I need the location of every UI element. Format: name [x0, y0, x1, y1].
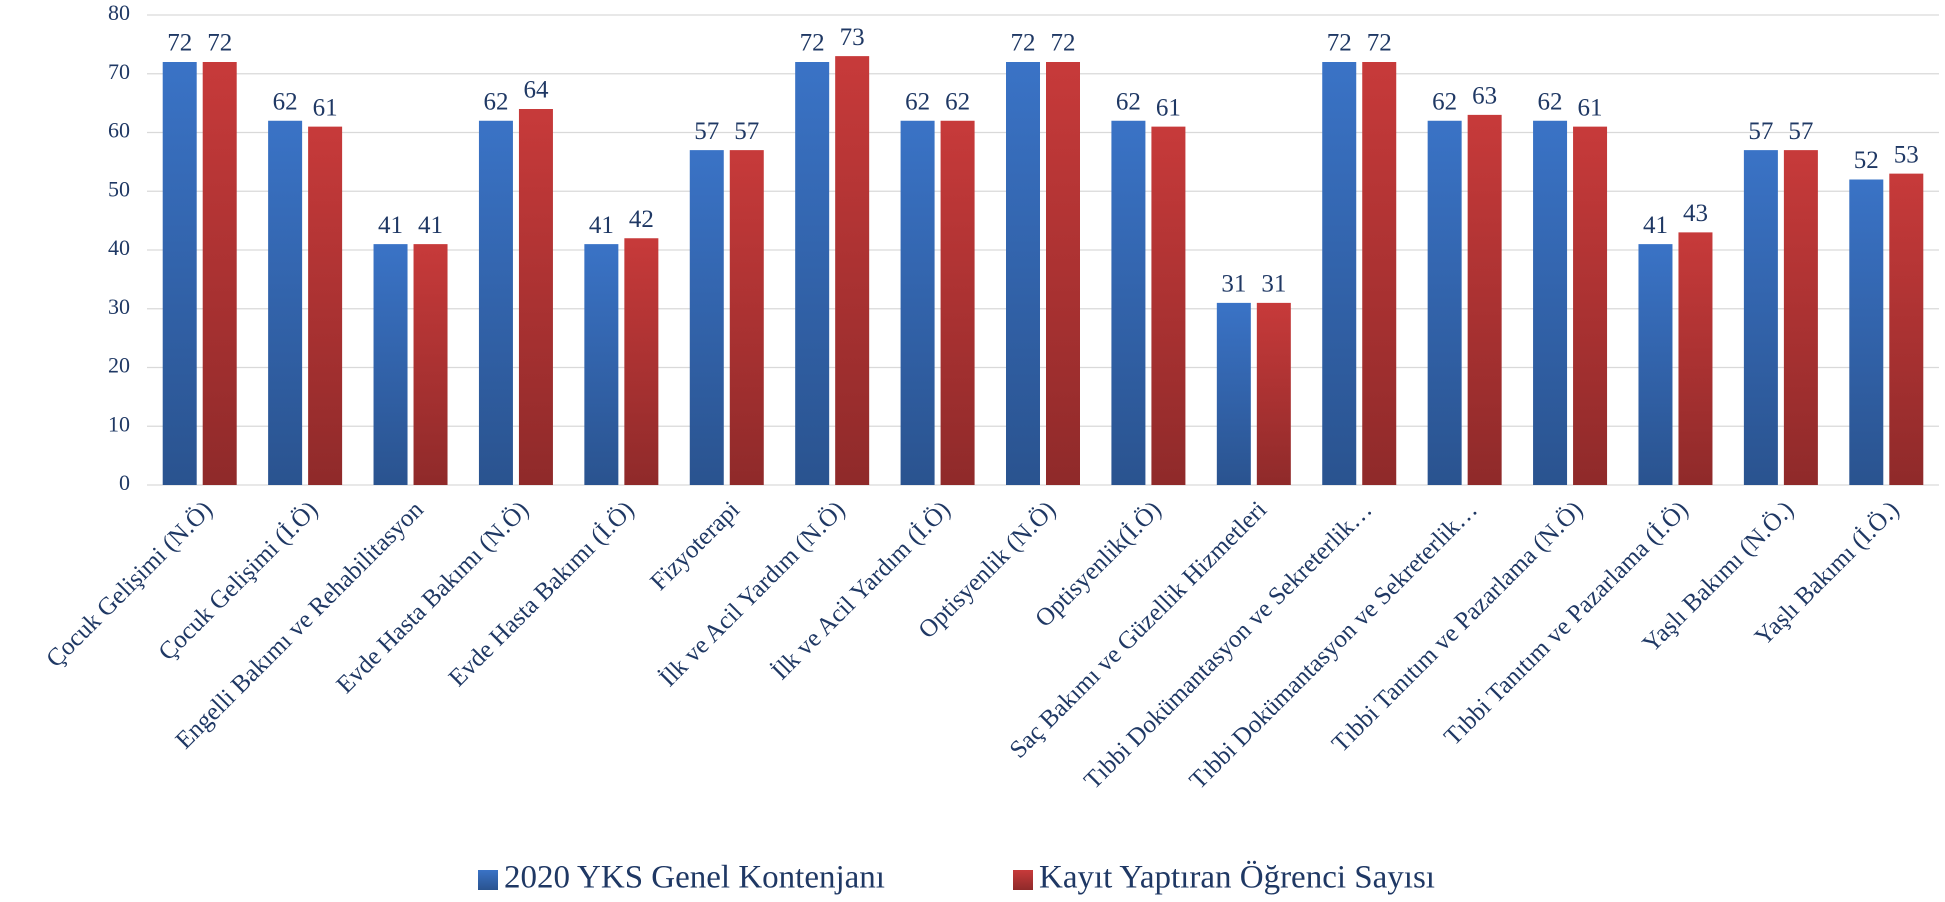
y-tick-label: 50 — [108, 176, 130, 201]
bar — [162, 62, 197, 485]
x-tick-label: Evde Hasta Bakımı (İ.Ö) — [444, 496, 640, 692]
x-tick-label: İlk ve Acil Yardım (N.Ö) — [655, 496, 851, 692]
bar — [1216, 302, 1251, 485]
bar — [1111, 120, 1146, 485]
legend-label: Kayıt Yaptıran Öğrenci Sayısı — [1039, 860, 1435, 896]
y-tick-label: 0 — [119, 470, 130, 495]
bar — [1046, 62, 1080, 485]
value-label: 62 — [905, 88, 930, 115]
value-label: 61 — [1578, 94, 1603, 121]
bar — [689, 150, 724, 485]
bar — [940, 120, 975, 485]
value-label: 72 — [1051, 30, 1076, 57]
value-label: 57 — [1748, 118, 1773, 145]
value-label: 52 — [1854, 147, 1879, 174]
bar — [268, 120, 303, 485]
bar — [1678, 232, 1713, 485]
bar — [413, 244, 448, 485]
bar — [584, 244, 619, 485]
value-label: 64 — [523, 77, 549, 104]
value-label: 41 — [1643, 212, 1668, 239]
y-tick-label: 10 — [108, 411, 130, 436]
legend-swatch — [1013, 870, 1033, 890]
value-label: 62 — [945, 88, 970, 115]
value-label: 57 — [694, 118, 719, 145]
bar — [1743, 150, 1778, 485]
value-label: 43 — [1683, 200, 1708, 227]
bar — [795, 62, 830, 485]
value-label: 41 — [589, 212, 614, 239]
bar — [202, 62, 237, 485]
value-label: 73 — [840, 24, 865, 51]
bar — [1849, 179, 1884, 485]
bar — [729, 150, 764, 485]
value-label: 57 — [1788, 118, 1813, 145]
value-label: 72 — [1011, 30, 1036, 57]
bar — [1362, 62, 1397, 485]
value-label: 72 — [167, 30, 192, 57]
legend-swatch — [478, 870, 498, 890]
bar — [1151, 126, 1186, 485]
bar — [478, 120, 513, 485]
value-label: 62 — [1432, 88, 1457, 115]
value-label: 53 — [1894, 141, 1919, 168]
bar — [1427, 120, 1462, 485]
bar — [1533, 120, 1568, 485]
y-tick-label: 70 — [108, 59, 130, 84]
bar — [1256, 302, 1291, 485]
value-label: 41 — [418, 212, 443, 239]
bar — [1322, 62, 1357, 485]
bar — [1783, 150, 1818, 485]
value-label: 62 — [273, 88, 298, 115]
x-tick-label: İlk ve Acil Yardım (İ.Ö) — [767, 496, 956, 685]
value-label: 62 — [483, 88, 508, 115]
value-label: 72 — [1327, 30, 1352, 57]
value-label: 42 — [629, 206, 654, 233]
value-label: 72 — [207, 30, 232, 57]
value-label: 41 — [378, 212, 403, 239]
bar — [900, 120, 935, 485]
value-label: 62 — [1538, 88, 1563, 115]
y-tick-label: 30 — [108, 294, 130, 319]
y-tick-label: 20 — [108, 353, 130, 378]
y-tick-label: 80 — [108, 0, 130, 25]
value-label: 72 — [800, 30, 825, 57]
x-tick-label: Fizyoterapi — [645, 496, 745, 596]
value-label: 62 — [1116, 88, 1141, 115]
value-label: 61 — [1156, 94, 1181, 121]
legend-label: 2020 YKS Genel Kontenjanı — [504, 860, 885, 896]
bar — [835, 56, 870, 485]
bar — [1638, 244, 1673, 485]
value-label: 61 — [313, 94, 338, 121]
bar — [624, 238, 659, 485]
bar — [1006, 62, 1040, 485]
y-tick-label: 60 — [108, 118, 130, 143]
value-label: 57 — [734, 118, 759, 145]
value-label: 63 — [1472, 83, 1497, 110]
value-label: 31 — [1261, 271, 1286, 298]
bar — [518, 109, 553, 485]
bar — [1573, 126, 1608, 485]
bar — [1889, 173, 1924, 485]
bar — [308, 126, 343, 485]
value-label: 72 — [1367, 30, 1392, 57]
value-label: 31 — [1221, 271, 1246, 298]
y-tick-label: 40 — [108, 235, 130, 260]
bar — [1467, 114, 1502, 485]
bar — [373, 244, 408, 485]
x-tick-label: Evde Hasta Bakımı (N.Ö) — [332, 496, 535, 699]
